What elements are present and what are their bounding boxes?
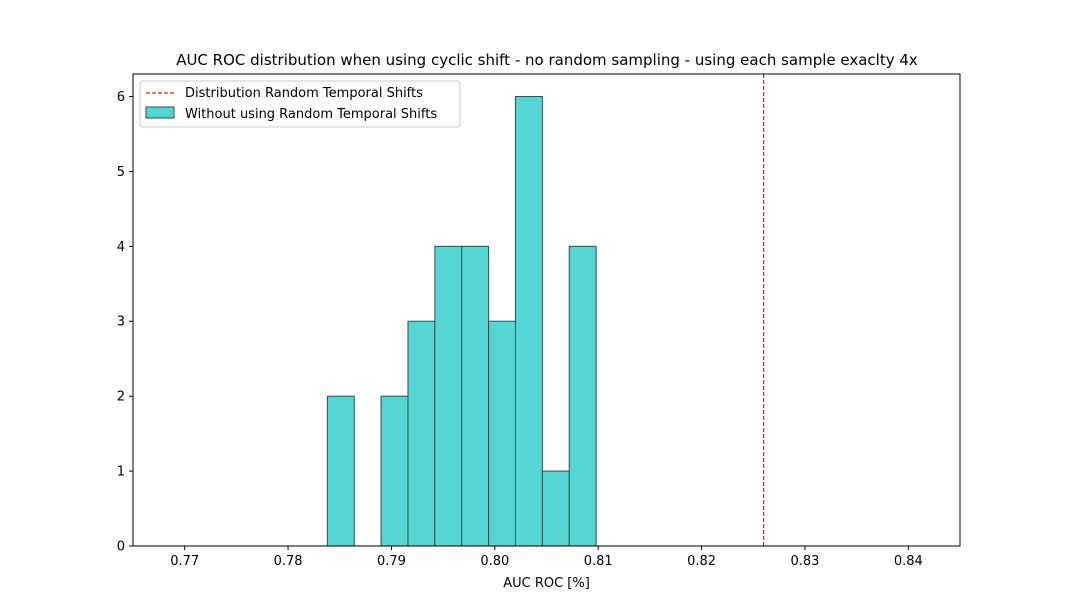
histogram-bar — [514, 95, 543, 547]
x-axis-ticks: 0.77 0.78 0.79 0.80 0.81 0.82 0.83 0.84 — [170, 546, 923, 569]
x-axis-label: AUC ROC [%] — [503, 576, 590, 591]
histogram-bar — [568, 245, 597, 547]
legend-box — [139, 80, 461, 128]
legend-label-histogram: Without using Random Temporal Shifts — [185, 107, 437, 122]
histogram-bar — [488, 320, 516, 547]
x-tick-label: 0.77 — [170, 554, 199, 569]
y-tick-label: 4 — [117, 240, 125, 255]
x-tick-label: 0.79 — [377, 554, 406, 569]
histogram-bar — [326, 395, 355, 547]
axes-frame — [132, 73, 961, 547]
x-tick-label: 0.81 — [584, 554, 613, 569]
y-tick-label: 5 — [117, 165, 125, 180]
bars-group — [326, 95, 597, 547]
y-tick-label: 6 — [117, 90, 125, 105]
x-tick-label: 0.80 — [480, 554, 509, 569]
legend-label-reference: Distribution Random Temporal Shifts — [185, 86, 423, 101]
y-tick-label: 0 — [117, 540, 125, 555]
histogram-bar — [407, 320, 436, 547]
x-tick-label: 0.78 — [274, 554, 303, 569]
y-tick-label: 1 — [117, 465, 125, 480]
legend: Distribution Random Temporal Shifts With… — [139, 80, 461, 128]
x-tick-label: 0.83 — [790, 554, 819, 569]
y-axis-ticks: 0 1 2 3 4 5 6 — [117, 90, 133, 555]
histogram-bar — [434, 245, 463, 547]
histogram-bar — [461, 245, 490, 547]
histogram-bar — [380, 395, 409, 547]
y-tick-label: 2 — [117, 390, 125, 405]
histogram-bar — [541, 470, 570, 547]
x-tick-label: 0.82 — [687, 554, 716, 569]
legend-patch-swatch — [145, 106, 175, 119]
y-tick-label: 3 — [117, 315, 125, 330]
chart-title: AUC ROC distribution when using cyclic s… — [176, 51, 918, 69]
x-tick-label: 0.84 — [894, 554, 923, 569]
